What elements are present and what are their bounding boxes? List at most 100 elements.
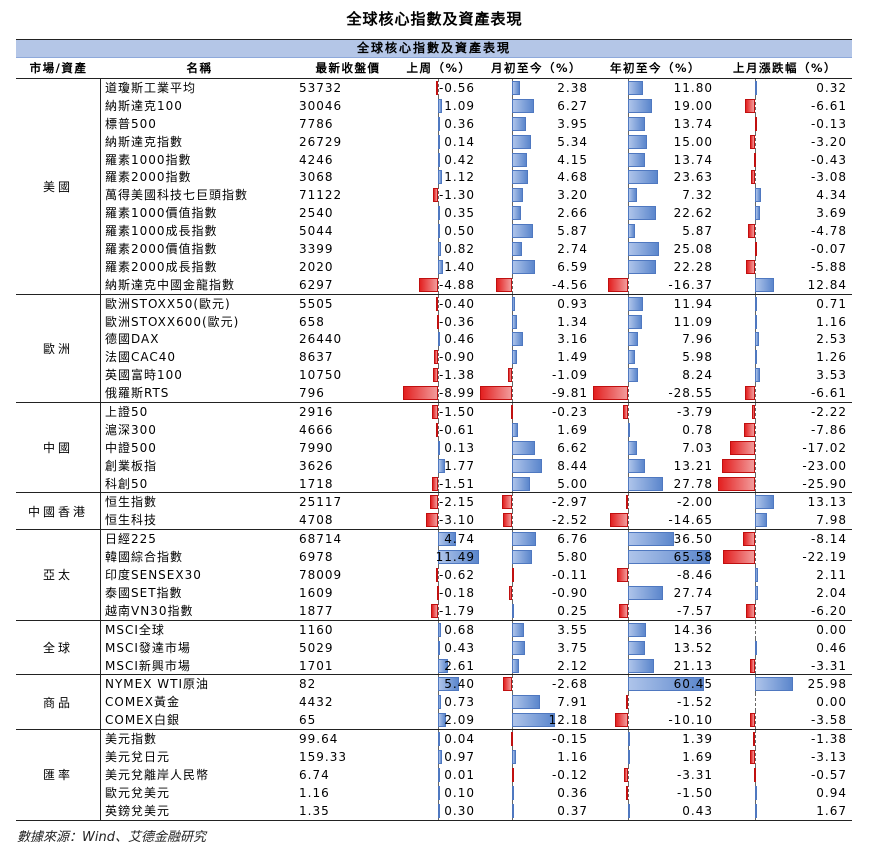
mtd-cell: 1.49 (480, 348, 593, 367)
bar-zero-axis (628, 765, 629, 784)
lm-bar (743, 532, 755, 547)
asset-name: 美元兌離岸人民幣 (105, 767, 210, 782)
lm-value: -23.00 (802, 458, 847, 473)
wk-bar (438, 785, 440, 800)
wk-cell: -1.30 (398, 186, 480, 205)
lm-bar (754, 242, 757, 257)
mtd-value: 1.49 (557, 350, 588, 365)
wk-value: -1.51 (438, 476, 475, 491)
wk-value: -1.38 (438, 368, 475, 383)
lm-value: -0.13 (810, 116, 847, 131)
table-row: 羅素1000指數 4246 0.42 4.15 13.74 -0.43 (101, 150, 852, 169)
ytd-value: 36.50 (673, 532, 713, 547)
mtd-value: 4.68 (557, 170, 588, 185)
ytd-bar (593, 386, 628, 401)
close-price: 5029 (299, 640, 334, 655)
bar-zero-axis (628, 566, 629, 584)
mtd-bar (511, 767, 514, 782)
lm-value: 25.98 (807, 677, 847, 692)
ytd-cell: 11.80 (593, 79, 718, 97)
mtd-value: 3.55 (557, 622, 588, 637)
asset-name: 納斯達克中國金龍指數 (105, 277, 236, 292)
asset-name: 滬深300 (105, 422, 157, 437)
ytd-bar (628, 677, 704, 692)
lm-cell: -0.43 (718, 150, 852, 169)
lm-value: -6.61 (810, 98, 847, 113)
close-price: 2540 (299, 206, 334, 221)
ytd-value: 7.03 (682, 440, 713, 455)
asset-name: COMEX黃金 (105, 695, 180, 710)
wk-cell: 0.01 (398, 765, 480, 784)
lm-cell: 3.69 (718, 204, 852, 223)
wk-bar (438, 116, 440, 131)
wk-value: 0.97 (444, 749, 475, 764)
wk-value: -0.18 (438, 585, 475, 600)
ytd-value: 0.43 (682, 803, 713, 818)
mtd-value: 7.91 (557, 695, 588, 710)
wk-bar (438, 440, 440, 455)
ytd-bar (609, 513, 628, 528)
market-group-label: 全球 (16, 620, 101, 675)
wk-cell: -0.40 (398, 294, 480, 313)
wk-value: -0.36 (438, 314, 475, 329)
asset-name: COMEX白銀 (105, 713, 180, 728)
ytd-cell: 7.03 (593, 438, 718, 457)
lm-bar (754, 116, 757, 131)
mtd-value: 2.12 (557, 658, 588, 673)
mtd-bar (512, 658, 520, 673)
lm-value: -25.90 (802, 476, 847, 491)
asset-name: 標普500 (105, 116, 157, 131)
table-body: 美國 道瓊斯工業平均 53732 -0.56 2.38 11.80 0.32 納斯達克100 3… (16, 79, 852, 820)
wk-value: -0.40 (438, 296, 475, 311)
wk-cell: 1.40 (398, 257, 480, 276)
close-price: 3626 (299, 458, 334, 473)
lm-value: -7.86 (810, 422, 847, 437)
wk-value: 1.09 (444, 98, 475, 113)
lm-value: -3.31 (810, 658, 847, 673)
wk-bar (438, 98, 443, 113)
wk-cell: -1.50 (398, 403, 480, 421)
lm-cell: -3.13 (718, 747, 852, 766)
lm-cell: 0.00 (718, 693, 852, 712)
mtd-cell: 2.74 (480, 240, 593, 258)
wk-value: 0.43 (444, 640, 475, 655)
mtd-value: 1.34 (557, 314, 588, 329)
mtd-value: -2.68 (551, 677, 588, 692)
wk-cell: 0.97 (398, 747, 480, 766)
header-close: 最新收盤價 (315, 61, 381, 75)
ytd-bar (628, 458, 645, 473)
asset-name: MSCI新興市場 (105, 658, 191, 673)
table-row: 羅素1000成長指數 5044 0.50 5.87 5.87 -4.78 (101, 222, 852, 241)
ytd-value: -1.52 (676, 695, 713, 710)
wk-cell: 0.82 (398, 240, 480, 258)
close-price: 1.16 (299, 785, 330, 800)
table-row: 創業板指 3626 1.77 8.44 13.21 -23.00 (101, 456, 852, 475)
bar-zero-axis (755, 474, 756, 493)
bar-zero-axis (755, 403, 756, 421)
wk-bar (438, 550, 479, 565)
ytd-bar (626, 695, 629, 710)
wk-value: 0.73 (444, 695, 475, 710)
mtd-bar (480, 386, 512, 401)
lm-value: 1.26 (816, 350, 847, 365)
bar-zero-axis (755, 656, 756, 675)
ytd-cell: 22.28 (593, 257, 718, 276)
ytd-cell: 13.21 (593, 456, 718, 475)
lm-cell: -6.20 (718, 601, 852, 620)
wk-value: 0.42 (444, 152, 475, 167)
wk-bar (438, 224, 440, 239)
wk-bar (438, 242, 442, 257)
asset-name: 科創50 (105, 476, 149, 491)
wk-cell: -3.10 (398, 511, 480, 530)
lm-cell: 0.46 (718, 638, 852, 657)
lm-value: -2.22 (810, 405, 847, 420)
close-price: 2020 (299, 259, 334, 274)
bar-zero-axis (512, 384, 513, 403)
close-price: 25117 (299, 495, 343, 510)
table-row: 納斯達克100 30046 1.09 6.27 19.00 -6.61 (101, 96, 852, 115)
bar-zero-axis (628, 275, 629, 294)
mtd-value: -2.97 (551, 495, 588, 510)
wk-cell: 0.14 (398, 132, 480, 151)
ytd-cell: -2.00 (593, 493, 718, 512)
mtd-cell: 6.76 (480, 530, 593, 549)
